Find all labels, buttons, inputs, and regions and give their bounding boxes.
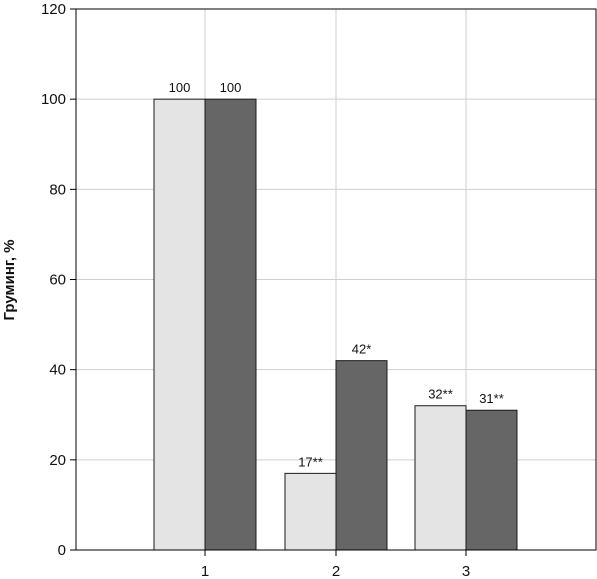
- bar-series-1-cat-1: [153, 98, 206, 551]
- bar-series-2-cat-3: [465, 409, 518, 551]
- y-axis-title: Груминг, %: [1, 239, 18, 320]
- bar-series-2-cat-1: [204, 98, 257, 551]
- y-tick-label: 80: [49, 181, 66, 198]
- y-tick-label: 40: [49, 362, 66, 379]
- bar-data-label: 17**: [298, 454, 323, 469]
- x-axis-ticks: 1 2 3: [201, 550, 470, 579]
- y-tick-label: 20: [49, 452, 66, 469]
- bar-data-label: 100: [220, 80, 242, 95]
- y-tick-label: 100: [41, 91, 66, 108]
- bar-series-1-cat-3: [414, 405, 467, 551]
- bar-data-label: 31**: [479, 391, 504, 406]
- bar-series-2-cat-2: [335, 360, 388, 551]
- y-tick-label: 0: [58, 542, 66, 559]
- y-axis-ticks: 0 20 40 60 80 100 120: [41, 1, 76, 559]
- bars: [153, 98, 518, 551]
- x-tick-label: 3: [462, 563, 470, 579]
- bar-series-1-cat-2: [284, 472, 337, 551]
- bar-data-label: 100: [169, 80, 191, 95]
- bar-data-label: 32**: [428, 387, 453, 402]
- x-tick-label: 2: [332, 563, 340, 579]
- y-tick-label: 60: [49, 272, 66, 289]
- data-labels: 100 17** 32** 100 42* 31**: [169, 80, 504, 469]
- bar-data-label: 42*: [352, 342, 372, 357]
- y-tick-label: 120: [41, 1, 66, 18]
- x-tick-label: 1: [201, 563, 209, 579]
